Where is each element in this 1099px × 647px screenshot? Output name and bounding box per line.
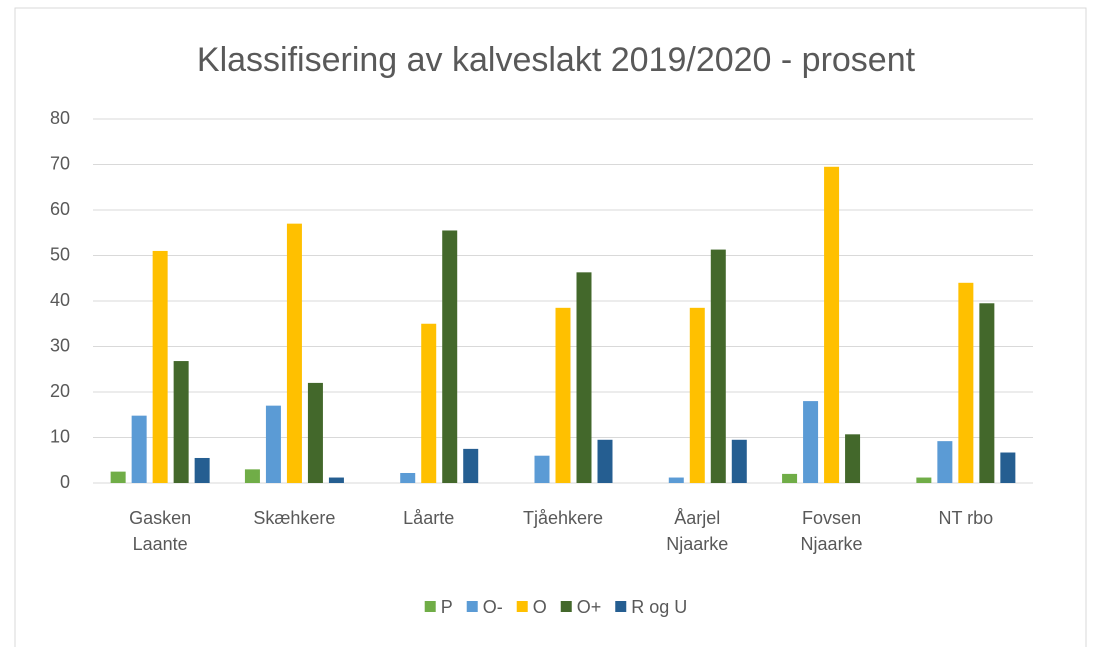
legend-swatch bbox=[466, 601, 478, 612]
bar bbox=[152, 250, 168, 483]
legend-swatch bbox=[615, 601, 627, 612]
bar bbox=[194, 457, 210, 483]
bar bbox=[400, 472, 416, 483]
bar bbox=[244, 469, 260, 483]
bar bbox=[1000, 452, 1016, 483]
bar bbox=[782, 473, 798, 483]
x-tick-label: Skæhkere bbox=[253, 508, 336, 528]
y-tick-label: 0 bbox=[60, 472, 70, 492]
legend-label: P bbox=[441, 597, 453, 617]
y-tick-label: 50 bbox=[50, 244, 70, 264]
bar bbox=[916, 477, 932, 483]
bar bbox=[328, 477, 344, 483]
bar bbox=[668, 477, 684, 483]
chart-title: Klassifisering av kalveslakt 2019/2020 -… bbox=[197, 41, 916, 79]
bar bbox=[534, 455, 550, 483]
y-tick-label: 20 bbox=[50, 381, 70, 401]
legend-swatch bbox=[560, 601, 572, 612]
y-tick-label: 80 bbox=[50, 108, 70, 128]
x-tick-label: Låarte bbox=[403, 508, 455, 528]
bar bbox=[689, 307, 705, 483]
bar bbox=[710, 249, 726, 483]
y-tick-label: 10 bbox=[50, 426, 70, 446]
chart-border bbox=[14, 7, 1087, 647]
bar bbox=[824, 166, 840, 483]
x-tick-label: Gasken Laante bbox=[129, 508, 192, 554]
bar bbox=[307, 382, 323, 483]
x-tick-label: Åarjel Njaarke bbox=[666, 508, 729, 554]
bar bbox=[131, 415, 147, 483]
bar bbox=[286, 223, 302, 483]
legend-label: O+ bbox=[577, 597, 602, 617]
legend-label: O bbox=[533, 597, 547, 617]
y-tick-label: 30 bbox=[50, 335, 70, 355]
bar bbox=[731, 439, 747, 483]
y-tick-label: 70 bbox=[50, 153, 70, 173]
bar bbox=[845, 434, 861, 483]
legend-label: R og U bbox=[631, 597, 687, 617]
bar bbox=[803, 401, 819, 483]
x-tick-label: Fovsen Njaarke bbox=[800, 508, 863, 554]
x-tick-label: Tjåehkere bbox=[522, 508, 604, 528]
x-tick-label: NT rbo bbox=[938, 508, 994, 528]
bar bbox=[979, 303, 995, 483]
y-tick-label: 40 bbox=[50, 290, 70, 310]
bar bbox=[442, 230, 458, 483]
legend-label: O- bbox=[483, 597, 503, 617]
bar bbox=[958, 282, 974, 483]
bar bbox=[597, 439, 613, 483]
bar bbox=[265, 405, 281, 483]
legend-swatch bbox=[516, 601, 528, 612]
bar bbox=[937, 441, 953, 483]
bar bbox=[421, 323, 437, 483]
bar bbox=[110, 471, 126, 483]
y-tick-label: 60 bbox=[50, 199, 70, 219]
legend-swatch bbox=[424, 601, 436, 612]
bar bbox=[555, 307, 571, 483]
bar bbox=[463, 448, 479, 483]
bar bbox=[173, 361, 189, 483]
bar bbox=[576, 272, 592, 483]
